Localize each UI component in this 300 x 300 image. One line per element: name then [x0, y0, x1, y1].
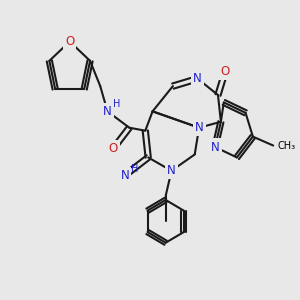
- Text: H: H: [130, 164, 138, 174]
- Text: N: N: [121, 169, 129, 182]
- Text: O: O: [109, 142, 118, 155]
- Text: CH₃: CH₃: [278, 140, 296, 151]
- Text: O: O: [220, 65, 230, 78]
- Text: H: H: [113, 99, 121, 109]
- Text: N: N: [193, 72, 202, 85]
- Text: N: N: [195, 121, 203, 134]
- Text: O: O: [65, 35, 74, 48]
- Text: N: N: [167, 164, 176, 177]
- Text: N: N: [211, 140, 219, 154]
- Text: N: N: [103, 105, 112, 118]
